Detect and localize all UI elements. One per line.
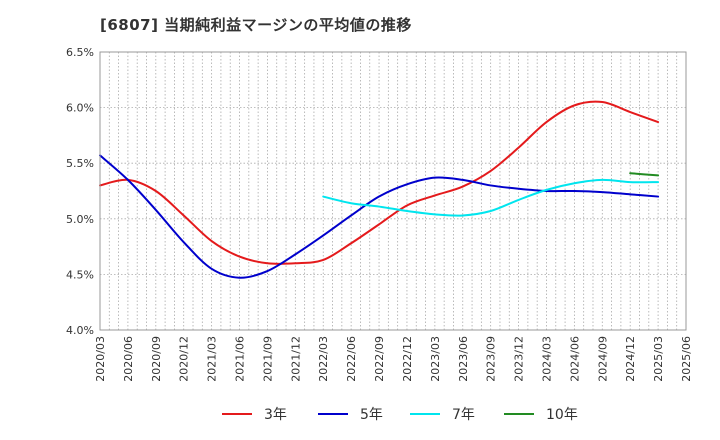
- x-tick-label: 2021/03: [206, 336, 219, 382]
- x-tick-label: 2021/06: [234, 336, 247, 382]
- series-line-1: [99, 154, 660, 279]
- y-tick-label: 4.5%: [66, 268, 94, 281]
- plot-frame: [99, 51, 687, 331]
- x-tick-label: 2023/03: [429, 336, 442, 382]
- x-tick-label: 2021/12: [289, 336, 302, 382]
- legend-label: 7年: [452, 407, 475, 423]
- x-tick-label: 2025/03: [652, 336, 665, 382]
- x-tick-label: 2020/12: [178, 336, 191, 382]
- x-tick-label: 2023/09: [485, 336, 498, 382]
- y-tick-label: 6.0%: [66, 102, 94, 115]
- series-line-0: [99, 100, 660, 265]
- y-tick-label: 6.5%: [66, 46, 94, 59]
- x-tick-label: 2020/03: [94, 336, 107, 382]
- y-tick-label: 5.5%: [66, 157, 94, 170]
- legend: 3年 5年 7年 10年: [222, 407, 578, 423]
- x-tick-label: 2022/09: [373, 336, 386, 382]
- x-tick-label: 2022/06: [345, 336, 358, 382]
- x-tick-label: 2024/09: [596, 336, 609, 382]
- x-tick-label: 2021/09: [261, 336, 274, 382]
- x-tick-label: 2020/09: [150, 336, 163, 382]
- x-tick-label: 2025/06: [680, 336, 693, 382]
- legend-label: 3年: [264, 407, 287, 423]
- grid: [99, 51, 687, 331]
- series-line-3: [629, 172, 660, 177]
- legend-label: 5年: [360, 407, 383, 423]
- chart-title: [6807] 当期純利益マージンの平均値の推移: [100, 16, 412, 34]
- x-tick-label: 2023/12: [513, 336, 526, 382]
- x-tick-label: 2023/06: [457, 336, 470, 382]
- y-tick-label: 4.0%: [66, 324, 94, 337]
- x-tick-label: 2022/03: [317, 336, 330, 382]
- x-tick-label: 2024/03: [540, 336, 553, 382]
- y-tick-label: 5.0%: [66, 213, 94, 226]
- y-axis-ticks: 4.0% 4.5% 5.0% 5.5% 6.0% 6.5%: [66, 46, 94, 337]
- series-line-2: [322, 178, 660, 217]
- x-tick-label: 2022/12: [401, 336, 414, 382]
- x-tick-label: 2024/06: [568, 336, 581, 382]
- x-axis-ticks: 2020/03 2020/06 2020/09 2020/12 2021/03 2021/…: [94, 336, 693, 382]
- legend-label: 10年: [546, 407, 578, 423]
- x-tick-label: 2024/12: [624, 336, 637, 382]
- series-lines: [99, 100, 660, 279]
- x-tick-label: 2020/06: [122, 336, 135, 382]
